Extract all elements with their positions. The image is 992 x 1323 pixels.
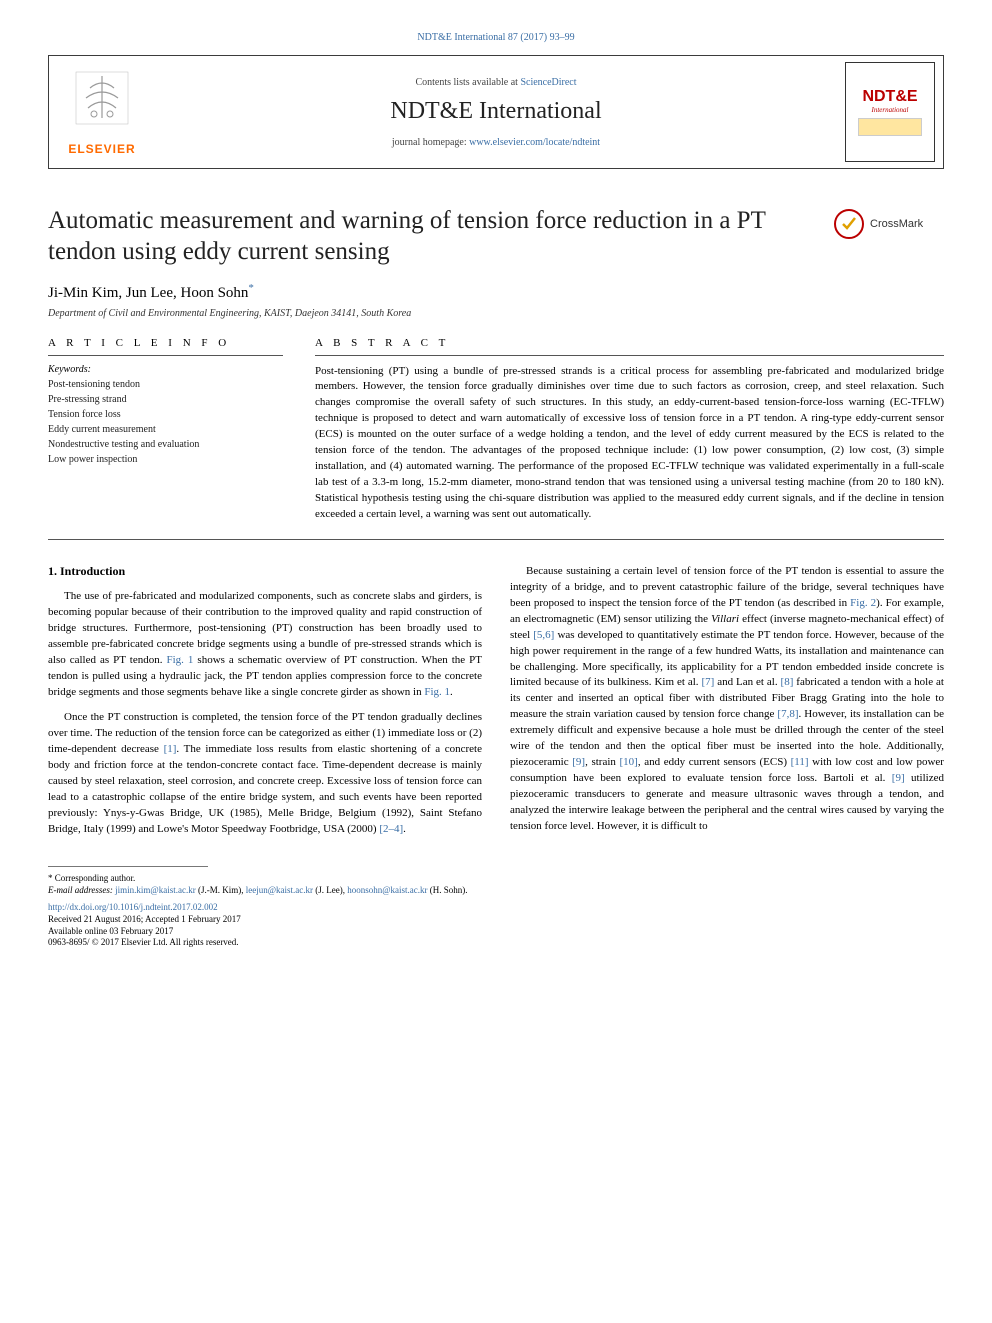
- elsevier-wordmark: ELSEVIER: [68, 142, 135, 156]
- sciencedirect-link[interactable]: ScienceDirect: [520, 77, 576, 88]
- affiliation-line: Department of Civil and Environmental En…: [48, 308, 944, 319]
- keyword-item: Pre-stressing strand: [48, 392, 283, 407]
- body-paragraph: Once the PT construction is completed, t…: [48, 710, 482, 838]
- available-line: Available online 03 February 2017: [48, 926, 173, 936]
- abstract-column: A B S T R A C T Post-tensioning (PT) usi…: [315, 337, 944, 523]
- article-info-column: A R T I C L E I N F O Keywords: Post-ten…: [48, 337, 283, 523]
- keyword-item: Low power inspection: [48, 452, 283, 467]
- corresponding-footnote: * Corresponding author.: [48, 873, 944, 885]
- keyword-item: Eddy current measurement: [48, 422, 283, 437]
- abstract-text: Post-tensioning (PT) using a bundle of p…: [315, 364, 944, 523]
- email-who: (H. Sohn).: [427, 885, 467, 895]
- ndt-logo-main: NDT&E: [862, 88, 917, 106]
- journal-cover-thumbnail: NDT&E International: [845, 62, 935, 162]
- body-column-left: 1. Introduction The use of pre-fabricate…: [48, 564, 482, 848]
- journal-header-box: ELSEVIER Contents lists available at Sci…: [48, 55, 944, 169]
- contents-pre: Contents lists available at: [415, 77, 520, 88]
- body-column-right: Because sustaining a certain level of te…: [510, 564, 944, 848]
- body-columns: 1. Introduction The use of pre-fabricate…: [48, 564, 944, 848]
- doi-block: http://dx.doi.org/10.1016/j.ndteint.2017…: [48, 902, 944, 949]
- received-line: Received 21 August 2016; Accepted 1 Febr…: [48, 914, 241, 924]
- info-rule: [48, 355, 283, 356]
- email-who: (J. Lee),: [313, 885, 347, 895]
- elsevier-logo: ELSEVIER: [57, 62, 147, 162]
- paper-title: Automatic measurement and warning of ten…: [48, 205, 808, 268]
- body-paragraph: The use of pre-fabricated and modularize…: [48, 589, 482, 701]
- journal-title: NDT&E International: [147, 98, 845, 125]
- keyword-item: Nondestructive testing and evaluation: [48, 437, 283, 452]
- email-label: E-mail addresses:: [48, 885, 115, 895]
- header-center: Contents lists available at ScienceDirec…: [147, 77, 845, 148]
- keywords-label: Keywords:: [48, 364, 283, 375]
- doi-link[interactable]: http://dx.doi.org/10.1016/j.ndteint.2017…: [48, 902, 218, 912]
- keyword-item: Tension force loss: [48, 407, 283, 422]
- email-footnote: E-mail addresses: jimin.kim@kaist.ac.kr …: [48, 885, 944, 897]
- abstract-heading: A B S T R A C T: [315, 337, 944, 349]
- keywords-list: Post-tensioning tendonPre-stressing stra…: [48, 377, 283, 467]
- crossmark-badge[interactable]: CrossMark: [834, 209, 944, 239]
- info-abstract-row: A R T I C L E I N F O Keywords: Post-ten…: [48, 337, 944, 540]
- email-who: (J.-M. Kim),: [196, 885, 246, 895]
- ndt-logo-sub: International: [872, 106, 909, 114]
- corresponding-marker: *: [248, 282, 254, 294]
- journal-homepage-link[interactable]: www.elsevier.com/locate/ndteint: [469, 137, 600, 148]
- authors-names: Ji-Min Kim, Jun Lee, Hoon Sohn: [48, 285, 248, 301]
- body-left-paragraphs: The use of pre-fabricated and modularize…: [48, 589, 482, 838]
- body-right-paragraphs: Because sustaining a certain level of te…: [510, 564, 944, 835]
- elsevier-tree-icon: [72, 68, 132, 136]
- copyright-line: 0963-8695/ © 2017 Elsevier Ltd. All righ…: [48, 937, 239, 947]
- email-link[interactable]: leejun@kaist.ac.kr: [246, 885, 313, 895]
- email-link[interactable]: hoonsohn@kaist.ac.kr: [347, 885, 427, 895]
- journal-homepage-line: journal homepage: www.elsevier.com/locat…: [147, 137, 845, 148]
- article-info-heading: A R T I C L E I N F O: [48, 337, 283, 349]
- contents-available-line: Contents lists available at ScienceDirec…: [147, 77, 845, 88]
- email-link[interactable]: jimin.kim@kaist.ac.kr: [115, 885, 196, 895]
- emails-container: jimin.kim@kaist.ac.kr (J.-M. Kim), leeju…: [115, 885, 467, 895]
- abstract-rule: [315, 355, 944, 356]
- crossmark-label: CrossMark: [870, 218, 923, 230]
- homepage-pre: journal homepage:: [392, 137, 469, 148]
- journal-page-ref: NDT&E International 87 (2017) 93–99: [48, 32, 944, 43]
- keyword-item: Post-tensioning tendon: [48, 377, 283, 392]
- body-paragraph: Because sustaining a certain level of te…: [510, 564, 944, 835]
- title-block: Automatic measurement and warning of ten…: [48, 205, 944, 268]
- ndt-logo-strip: [858, 118, 922, 136]
- crossmark-icon: [834, 209, 864, 239]
- authors-line: Ji-Min Kim, Jun Lee, Hoon Sohn*: [48, 282, 944, 302]
- footnote-rule: [48, 866, 208, 867]
- introduction-heading: 1. Introduction: [48, 564, 482, 579]
